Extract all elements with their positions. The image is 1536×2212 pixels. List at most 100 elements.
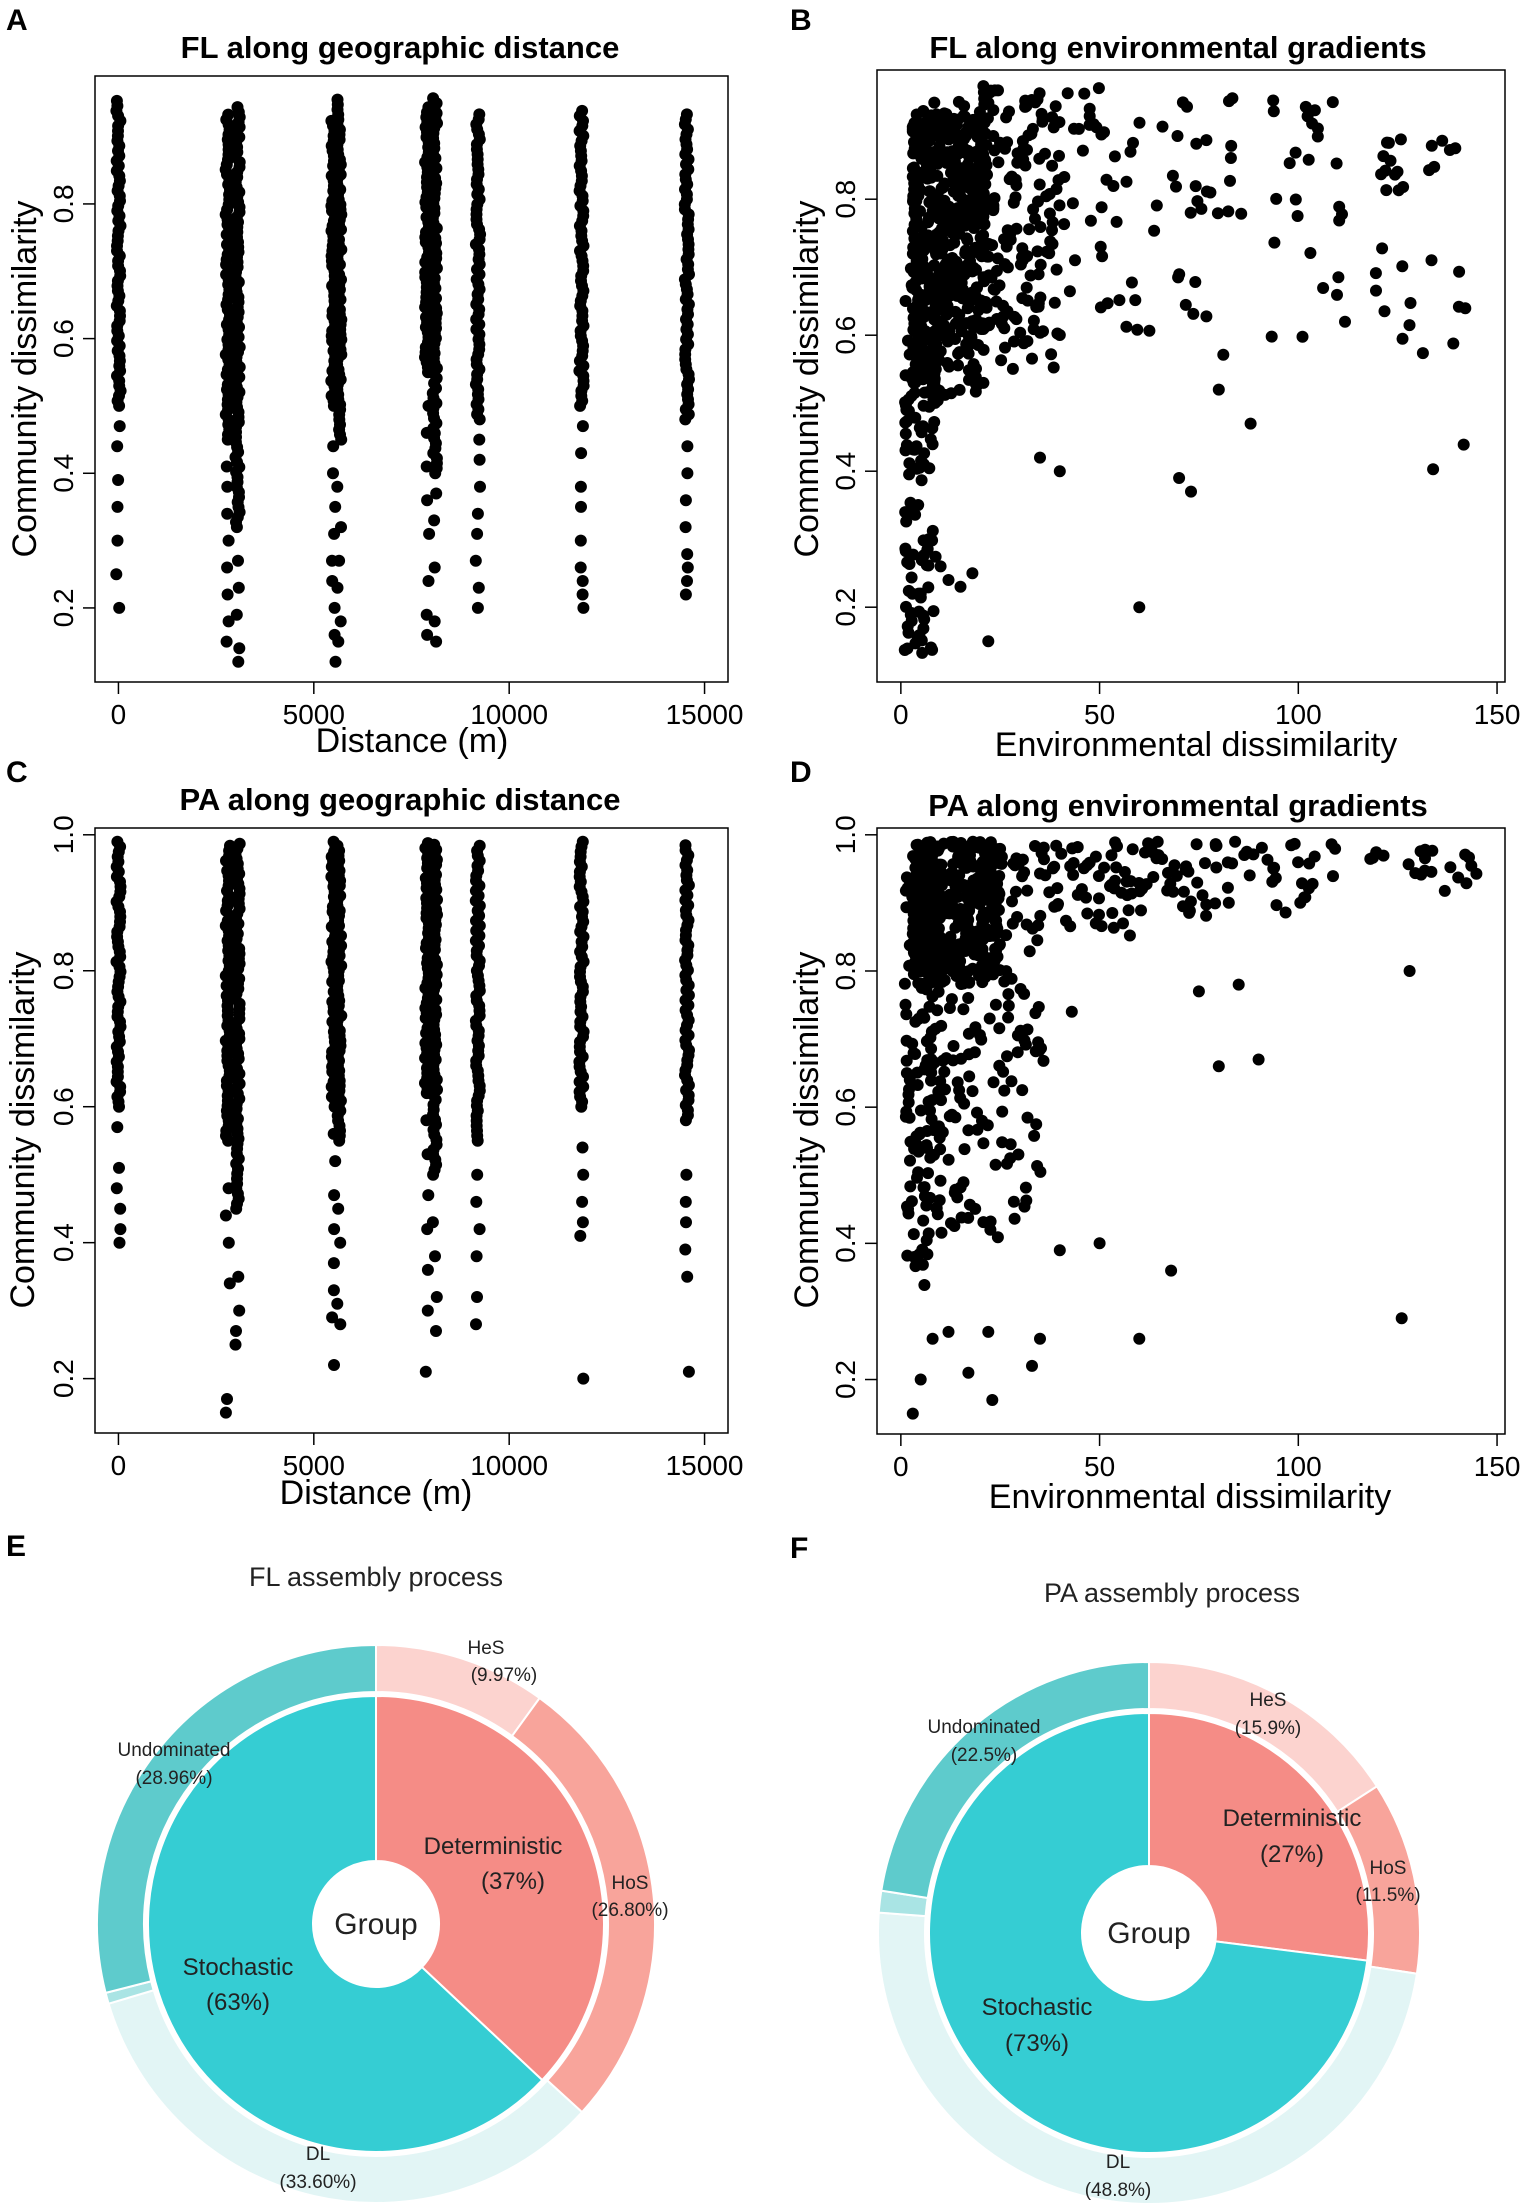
scatter-point (1204, 186, 1217, 199)
scatter-point (922, 533, 935, 546)
scatter-point (1037, 325, 1049, 338)
scatter-point (915, 922, 928, 935)
scatter-point (1060, 914, 1072, 927)
scatter-point (987, 104, 1000, 117)
scatter-point (1066, 842, 1079, 855)
scatter-point (1008, 335, 1020, 348)
scatter-point (907, 898, 920, 911)
scatter-point (1453, 265, 1466, 278)
scatter-point (1050, 263, 1063, 276)
scatter-point (219, 1209, 232, 1222)
outer-label-undominated-f: Undominated (927, 1717, 1040, 1738)
scatter-point (933, 140, 946, 153)
scatter-point (906, 872, 919, 884)
scatter-point (974, 231, 987, 244)
scatter-point (904, 1135, 917, 1148)
outer-label-undominated-e: Undominated (117, 1740, 230, 1761)
scatter-point (221, 507, 234, 520)
scatter-point (916, 1243, 929, 1256)
scatter-point (333, 554, 346, 567)
scatter-point (1403, 965, 1416, 977)
scatter-point (934, 963, 947, 976)
scatter-point (1210, 861, 1223, 874)
scatter-point (1364, 852, 1377, 865)
scatter-point (681, 467, 694, 480)
scatter-point (1226, 92, 1239, 105)
scatter-point (955, 146, 968, 159)
scatter-point (979, 127, 992, 140)
scatter-point (1124, 875, 1137, 888)
scatter-point (921, 123, 934, 136)
scatter-point (1078, 87, 1091, 100)
scatter-point (574, 561, 587, 574)
scatter-point (1093, 892, 1105, 905)
scatter-point (1120, 175, 1133, 188)
scatter-point (1026, 122, 1039, 135)
scatter-point (1438, 884, 1451, 897)
scatter-point (1110, 215, 1123, 228)
scatter-point (926, 990, 939, 1003)
scatter-point (1084, 214, 1097, 227)
scatter-point (908, 183, 921, 196)
scatter-point (963, 180, 976, 193)
scatter-point (1037, 841, 1050, 854)
outer-slice-undominated (96, 1643, 377, 1995)
scatter-point (471, 507, 484, 520)
scatter-point (1221, 881, 1234, 894)
scatter-point (983, 930, 996, 942)
scatter-point (921, 542, 934, 555)
scatter-point (917, 622, 930, 635)
scatter-point (232, 655, 245, 668)
scatter-point (230, 1325, 242, 1337)
scatter-point (959, 247, 972, 260)
scatter-point (924, 880, 937, 893)
scatter-point (1402, 858, 1415, 871)
scatter-point (1002, 988, 1015, 1001)
scatter-point (1034, 909, 1047, 922)
scatter-point (1189, 180, 1202, 193)
scatter-point (1020, 918, 1033, 931)
scatter-point (1238, 849, 1251, 861)
scatter-point (1378, 305, 1391, 318)
scatter-point (1183, 904, 1196, 917)
scatter-point (1396, 260, 1409, 273)
scatter-point (957, 1176, 970, 1189)
scatter-point (1002, 999, 1015, 1012)
scatter-point (933, 315, 946, 328)
scatter-point (907, 376, 920, 389)
panel-f-donut: F PA assembly process Group Deterministi… (790, 1532, 1421, 2205)
scatter-point (977, 949, 990, 962)
scatter-point (1021, 335, 1034, 348)
scatter-point (908, 386, 921, 399)
scatter-point (328, 601, 341, 614)
scatter-point (1147, 871, 1160, 883)
scatter-point (1252, 1053, 1265, 1066)
scatter-point (1094, 301, 1107, 314)
scatter-point (232, 581, 245, 594)
scatter-point (1133, 116, 1146, 129)
scatter-point (1028, 1129, 1041, 1142)
scatter-point (970, 189, 983, 202)
scatter-point (907, 170, 920, 183)
scatter-point (915, 554, 928, 567)
scatter-point (1195, 202, 1208, 215)
donut-f (877, 1660, 1421, 2205)
outer-label-dl-e: DL (306, 2144, 330, 2165)
outer-label-hes-f: HeS (1250, 1690, 1287, 1711)
scatter-point (111, 440, 124, 453)
scatter-point (1143, 324, 1156, 337)
scatter-point (232, 554, 244, 567)
scatter-point (472, 581, 485, 594)
scatter-point (955, 1211, 968, 1224)
scatter-point (1165, 1264, 1178, 1277)
scatter-point (1053, 1244, 1066, 1257)
scatter-point (420, 608, 433, 621)
scatter-point (966, 1085, 979, 1098)
scatter-point (229, 1338, 242, 1351)
scatter-point (928, 1056, 941, 1069)
scatter-point (1046, 238, 1059, 250)
scatter-point (968, 114, 981, 127)
scatter-point (1003, 105, 1015, 118)
scatter-point (998, 1084, 1011, 1097)
scatter-point (912, 1166, 925, 1179)
